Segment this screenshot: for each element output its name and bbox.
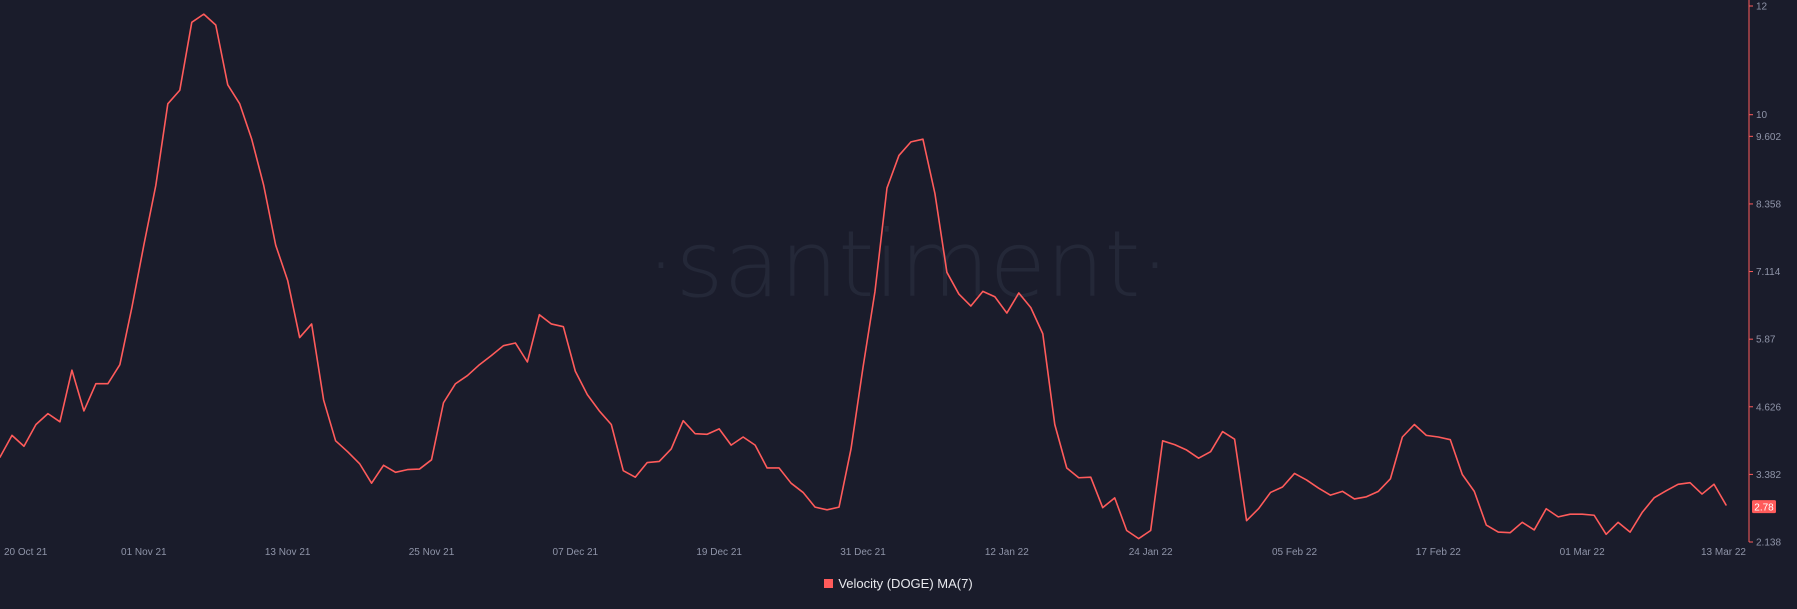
legend-swatch <box>824 579 834 588</box>
y-tick-label: 8.358 <box>1756 199 1781 210</box>
x-tick-label: 12 Jan 22 <box>985 547 1029 558</box>
series-line-velocity-doge-ma7[interactable] <box>0 13 1727 540</box>
y-tick-label: 12 <box>1756 2 1768 13</box>
legend[interactable]: Velocity (DOGE) MA(7) <box>0 576 1797 591</box>
last-value-label: 2.78 <box>1754 503 1774 514</box>
x-tick-label: 17 Feb 22 <box>1416 547 1461 558</box>
x-tick-label: 01 Mar 22 <box>1560 547 1605 558</box>
y-tick-label: 7.114 <box>1756 267 1781 278</box>
y-tick-label: 10 <box>1756 110 1768 121</box>
y-tick-label: 3.382 <box>1756 470 1781 481</box>
x-tick-label: 24 Jan 22 <box>1129 547 1173 558</box>
x-tick-label: 07 Dec 21 <box>553 547 599 558</box>
santiment-watermark: ·santiment· <box>646 211 1169 318</box>
y-tick-label: 5.87 <box>1756 335 1776 346</box>
x-tick-label: 19 Dec 21 <box>696 547 742 558</box>
chart-canvas[interactable]: ·santiment· 12 10 9.602 8.358 7.114 5.87 4.626… <box>0 0 1797 570</box>
x-tick-label: 05 Feb 22 <box>1272 547 1317 558</box>
last-value-badge-bg <box>1752 500 1776 514</box>
legend-label: Velocity (DOGE) MA(7) <box>838 576 973 591</box>
x-tick-label: 25 Nov 21 <box>409 547 455 558</box>
x-tick-label: 13 Mar 22 <box>1701 547 1746 558</box>
x-tick-label: 13 Nov 21 <box>265 547 311 558</box>
x-tick-label: 20 Oct 21 <box>4 547 48 558</box>
x-tick-label: 31 Dec 21 <box>840 547 886 558</box>
last-value-badge: 2.78 <box>1752 500 1776 514</box>
x-tick-label: 01 Nov 21 <box>121 547 167 558</box>
y-axis: 12 10 9.602 8.358 7.114 5.87 4.626 3.382 2.138 <box>1748 0 1781 549</box>
y-tick-label: 4.626 <box>1756 402 1781 413</box>
x-axis: 20 Oct 21 01 Nov 21 13 Nov 21 25 Nov 21 07 D… <box>4 547 1746 558</box>
y-tick-label: 9.602 <box>1756 132 1781 143</box>
y-tick-label: 2.138 <box>1756 538 1781 549</box>
